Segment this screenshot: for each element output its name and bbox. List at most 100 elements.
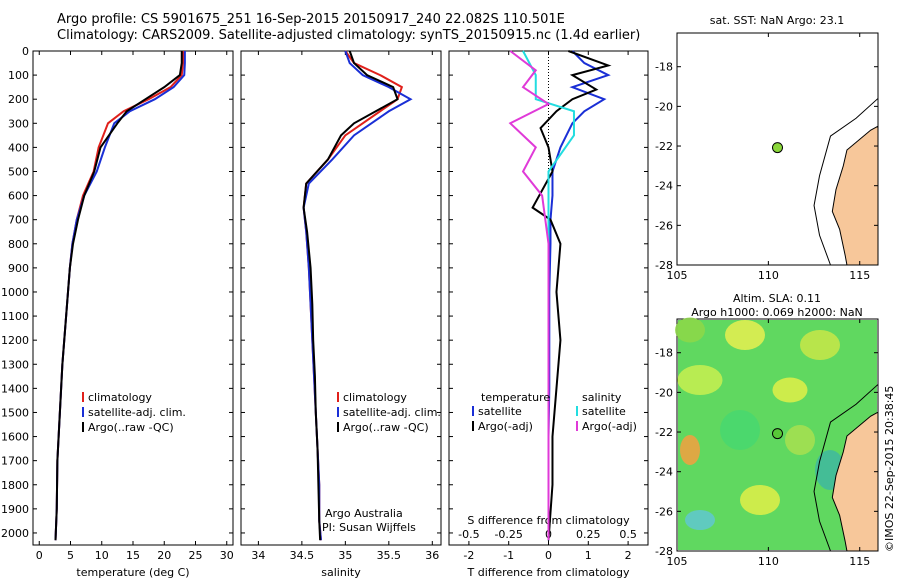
sla-map-ytick-label: -22 <box>655 426 673 439</box>
diff-temp-legend-label: satellite <box>478 405 522 418</box>
x-tick-label: 1 <box>585 549 592 562</box>
depth-tick-label: 1000 <box>1 286 29 299</box>
salinity-legend-label: climatology <box>343 391 407 404</box>
x-tick-label: 25 <box>189 549 203 562</box>
sla-map-xtick-label: 110 <box>758 555 779 568</box>
depth-tick-label: 1400 <box>1 382 29 395</box>
depth-tick-label: 700 <box>8 214 29 227</box>
sst-map-title: sat. SST: NaN Argo: 23.1 <box>710 14 844 27</box>
diff-sal-legend-label: Argo(-adj) <box>582 420 637 433</box>
sla-field-patch <box>685 510 715 530</box>
depth-tick-label: 500 <box>8 165 29 178</box>
pi-note: PI: Susan Wijffels <box>322 521 416 534</box>
sst-map-isobath <box>813 98 879 266</box>
sst-map-ytick-label: -24 <box>655 180 673 193</box>
sla-map-isobath <box>813 384 879 552</box>
imos-stamp: ©IMOS 22-Sep-2015 20:38:45 <box>883 386 896 552</box>
sla-map <box>675 317 879 552</box>
diff-legend-sal-head: salinity <box>582 391 622 404</box>
sla-map-ytick-label: -28 <box>655 545 673 558</box>
x-tick-label: 35 <box>338 549 352 562</box>
sst-map-ytick-label: -18 <box>655 61 673 74</box>
s-diff-tick-label: -0.25 <box>494 528 522 541</box>
sst-map-ytick-label: -20 <box>655 100 673 113</box>
x-tick-label: 2 <box>625 549 632 562</box>
profile-panel-frame <box>32 50 234 546</box>
sst-map-xtick-label: 110 <box>758 269 779 282</box>
x-tick-label: 30 <box>220 549 234 562</box>
depth-tick-label: 1500 <box>1 406 29 419</box>
sla-field-patch <box>677 365 723 395</box>
depth-tick-label: 1700 <box>1 455 29 468</box>
sla-map-ytick-label: -18 <box>655 347 673 360</box>
x-tick-label: -2 <box>463 549 474 562</box>
salinity-legend-label: satellite-adj. clim. <box>343 406 441 419</box>
depth-tick-label: 900 <box>8 262 29 275</box>
x-tick-label: 0 <box>36 549 43 562</box>
sla-field-patch <box>772 377 808 403</box>
sst-map-ytick-label: -28 <box>655 259 673 272</box>
profile-panel-frame <box>240 50 442 546</box>
depth-tick-label: 0 <box>22 45 29 58</box>
sla-map-ytick-label: -26 <box>655 505 673 518</box>
x-tick-label: 36 <box>425 549 439 562</box>
depth-tick-label: 1600 <box>1 431 29 444</box>
depth-tick-label: 1100 <box>1 310 29 323</box>
sla-field-patch <box>725 320 765 350</box>
sla-field-patch <box>785 425 815 455</box>
salinity-legend-label: Argo(..raw -QC) <box>343 421 429 434</box>
sla-field-patch <box>740 485 780 515</box>
series-line-salinity-argo-adj- <box>508 50 551 541</box>
series-line-temperature-argo-adj- <box>531 50 612 541</box>
depth-tick-label: 1800 <box>1 479 29 492</box>
diff-temp-legend-label: Argo(-adj) <box>478 420 533 433</box>
header-line-2: Climatology: CARS2009. Satellite-adjuste… <box>57 28 641 43</box>
sst-map-xtick-label: 115 <box>849 269 870 282</box>
x-tick-label: 34.5 <box>290 549 315 562</box>
depth-tick-label: 300 <box>8 117 29 130</box>
sla-map-title-1: Altim. SLA: 0.11 <box>733 292 821 305</box>
x-tick-label: 15 <box>126 549 140 562</box>
sla-map-title-2: Argo h1000: 0.069 h2000: NaN <box>691 306 863 319</box>
depth-tick-label: 800 <box>8 238 29 251</box>
s-diff-tick-label: 0.25 <box>576 528 601 541</box>
sla-field-patch <box>800 330 840 360</box>
depth-tick-label: 100 <box>8 69 29 82</box>
header-line-1: Argo profile: CS 5901675_251 16-Sep-2015… <box>57 12 565 27</box>
sla-field-patch <box>720 410 760 450</box>
sst-map <box>676 32 879 266</box>
argo-australia-note: Argo Australia <box>325 507 403 520</box>
sla-map-ytick-label: -20 <box>655 386 673 399</box>
x-tick-label: 0 <box>545 549 552 562</box>
x-tick-label: 10 <box>95 549 109 562</box>
depth-tick-label: 1200 <box>1 334 29 347</box>
salinity-axis-label: salinity <box>321 566 361 579</box>
sst-map-xtick-label: 105 <box>667 269 688 282</box>
sla-map-ytick-label: -24 <box>655 466 673 479</box>
series-line-argo-raw-qc- <box>54 51 183 541</box>
diff-sal-legend-label: satellite <box>582 405 626 418</box>
difference-axis-label: T difference from climatology <box>467 566 630 579</box>
depth-tick-label: 600 <box>8 190 29 203</box>
temperature-legend-label: satellite-adj. clim. <box>88 406 186 419</box>
sst-map-ytick-label: -22 <box>655 140 673 153</box>
s-diff-tick-label: -0.5 <box>458 528 479 541</box>
series-line-argo-raw-qc- <box>302 50 399 541</box>
sla-map-xtick-label: 115 <box>849 555 870 568</box>
depth-tick-label: 400 <box>8 141 29 154</box>
temperature-axis-label: temperature (deg C) <box>76 566 189 579</box>
s-diff-tick-label: 0.5 <box>619 528 637 541</box>
x-tick-label: 35.5 <box>377 549 402 562</box>
sst-map-float-marker <box>772 142 783 154</box>
sla-map-xtick-label: 105 <box>667 555 688 568</box>
depth-tick-label: 1300 <box>1 358 29 371</box>
x-tick-label: 5 <box>67 549 74 562</box>
x-tick-label: -1 <box>503 549 514 562</box>
depth-tick-label: 2000 <box>1 527 29 540</box>
sla-map-land <box>831 411 879 552</box>
depth-tick-label: 200 <box>8 93 29 106</box>
x-tick-label: 34 <box>251 549 265 562</box>
diff-legend-temp-head: temperature <box>481 391 550 404</box>
x-tick-label: 20 <box>157 549 171 562</box>
